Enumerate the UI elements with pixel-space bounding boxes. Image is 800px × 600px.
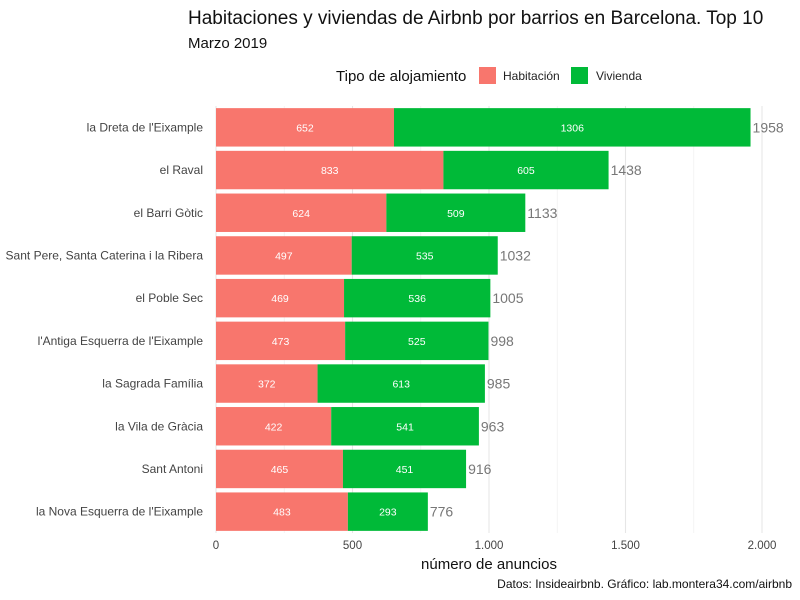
bar-segment-habitacion [216,407,332,446]
x-tick-label: 0 [213,540,219,552]
category-label: el Raval [160,163,203,177]
bar-segment-habitacion [216,236,352,275]
legend-swatch-vivienda [571,67,588,84]
bar-segment-label: 422 [265,421,283,433]
bar-total-label: 1032 [500,247,531,263]
bar-total-label: 985 [487,376,511,392]
category-label: el Poble Sec [136,291,203,305]
bar-segment-label: 483 [273,507,291,519]
legend-label-habitacion: Habitación [503,69,560,83]
bar-segment-label: 509 [447,208,465,220]
bar-segment-label: 541 [396,421,414,433]
bar-total-label: 1438 [611,162,642,178]
bar-segment-vivienda [386,193,526,232]
legend: Tipo de alojamiento Habitación Vivienda [336,67,642,85]
bar-segment-label: 652 [296,122,314,134]
bar-segment-habitacion [216,193,387,232]
bar-segment-label: 497 [275,250,293,262]
bar-segment-habitacion [216,150,444,190]
bar-total-label: 1958 [753,119,784,135]
bar-total-label: 998 [490,333,514,349]
category-label: la Nova Esquerra de l'Eixample [36,505,203,519]
bar-segment-label: 465 [271,464,289,476]
legend-swatch-habitacion [479,67,496,84]
bar-total-label: 1005 [492,290,523,306]
category-label: Sant Antoni [142,462,203,476]
bar-segment-label: 833 [321,165,339,177]
bar-total-label: 963 [481,418,505,434]
bar-segment-label: 372 [258,379,276,391]
bar-segment-label: 1306 [561,122,585,134]
category-label: el Barri Gòtic [134,206,203,220]
bar-segment-label: 293 [379,507,397,519]
legend-label-vivienda: Vivienda [596,69,642,83]
bar-segment-label: 451 [396,464,414,476]
legend-title: Tipo de alojamiento [336,68,466,85]
category-label: la Dreta de l'Eixample [87,120,204,134]
bar-segment-label: 469 [271,293,289,305]
bar-segment-habitacion [216,108,394,147]
bar-segment-label: 536 [408,293,426,305]
bar-total-label: 776 [430,504,454,520]
category-label: la Sagrada Família [102,377,203,391]
bar-total-label: 916 [468,461,492,477]
chart-subtitle: Marzo 2019 [188,35,267,52]
bar-segment-label: 525 [408,336,426,348]
bar-segment-vivienda [345,321,489,361]
category-label: l'Antiga Esquerra de l'Eixample [38,334,204,348]
bar-segment-vivienda [351,236,498,275]
bar-segment-vivienda [342,449,467,489]
bar-segment-habitacion [216,278,345,318]
x-tick-label: 2.000 [748,540,777,552]
bar-segment-vivienda [317,364,485,403]
bar-segment-vivienda [331,407,479,446]
bar-segment-vivienda [344,278,491,318]
x-tick-label: 1.000 [475,540,504,552]
x-tick-label: 1.500 [611,540,640,552]
bars: 652 1306 1958 833 605 1438 624 509 1133 497 535 103… [216,108,784,531]
bar-segment-label: 624 [292,208,310,220]
chart-title: Habitaciones y viviendas de Airbnb por b… [188,8,763,29]
x-axis-ticks: 0 500 1.000 1.500 2.000 [213,540,777,552]
bar-segment-label: 535 [416,250,434,262]
category-labels: la Dreta de l'Eixample el Raval el Barri G… [6,120,204,518]
bar-segment-vivienda [347,492,428,531]
bar-segment-habitacion [216,492,348,531]
bar-segment-habitacion [216,321,346,361]
category-label: Sant Pere, Santa Caterina i la Ribera [6,248,204,262]
bar-segment-habitacion [216,364,318,403]
bar-segment-vivienda [393,108,751,147]
bar-segment-label: 605 [517,165,535,177]
category-label: la Vila de Gràcia [115,419,203,433]
bar-segment-label: 473 [272,336,290,348]
x-tick-label: 500 [343,540,362,552]
bar-segment-habitacion [216,449,343,489]
bar-segment-vivienda [443,150,609,190]
chart-caption: Datos: Insideairbnb. Gráfico: lab.monter… [497,577,792,591]
x-axis-label: número de anuncios [421,556,557,573]
bar-total-label: 1133 [527,205,557,221]
bar-segment-label: 613 [392,379,410,391]
